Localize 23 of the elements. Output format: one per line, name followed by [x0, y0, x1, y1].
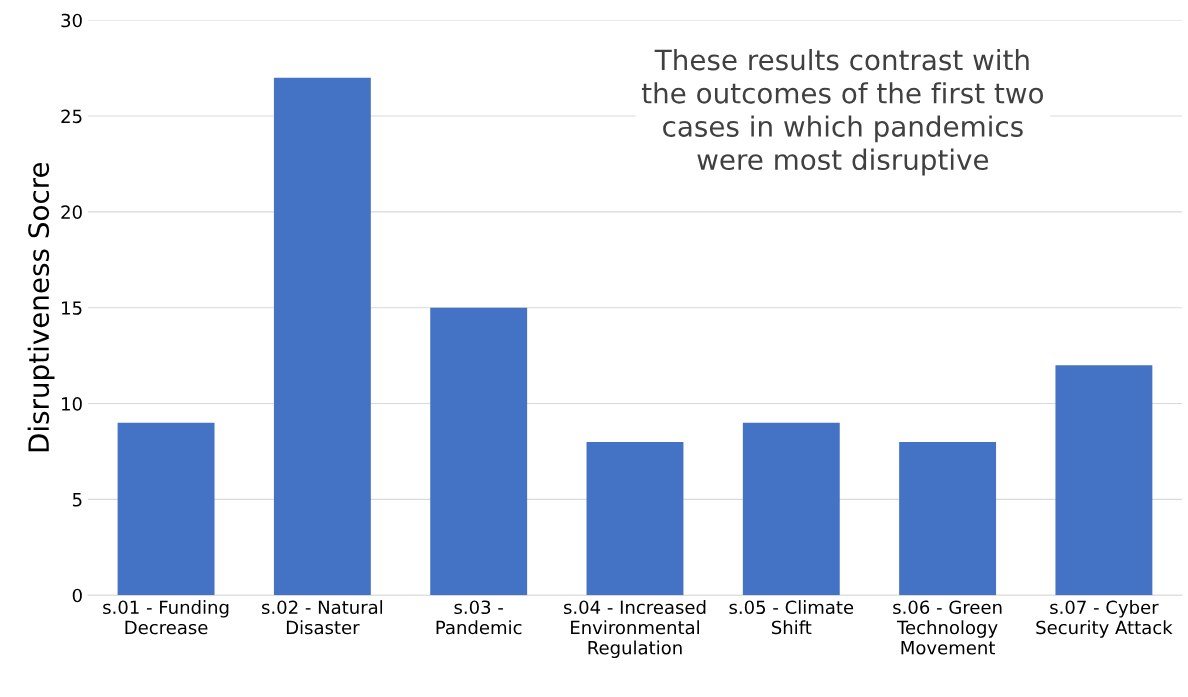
y-tick-label: 0	[72, 588, 82, 603]
bar	[273, 77, 371, 596]
x-tick-label: s.07 - Cyber Security Attack	[1036, 600, 1173, 638]
bar	[430, 307, 528, 596]
y-tick-label: 10	[62, 397, 82, 411]
x-tick-label: s.01 - Funding Decrease	[103, 600, 229, 635]
y-axis-title: Disruptiveness Socre	[27, 162, 55, 452]
bar	[742, 422, 840, 596]
x-tick-label: s.03 - Pandemic	[436, 600, 522, 635]
y-tick-label: 20	[61, 205, 82, 219]
y-tick-label: 30	[61, 13, 82, 28]
x-tick-label: s.04 - Increased Environmental Regulation	[563, 600, 706, 659]
bar	[1055, 365, 1153, 596]
annotation: These results contrast with the outcomes of the first two cases in which pandemics were most disruptive	[641, 48, 1044, 176]
bar	[117, 422, 215, 596]
x-tick-label: s.02 - Natural Disaster	[262, 600, 383, 635]
x-tick-label: s.05 - Climate Shift	[729, 600, 854, 635]
x-tick-label: s.06 - Green Technology Movement	[893, 600, 1002, 655]
y-tick-label: 25	[61, 109, 82, 124]
bar	[899, 441, 997, 596]
bar	[586, 441, 684, 596]
y-tick-label: 5	[72, 493, 82, 507]
y-tick-label: 15	[62, 301, 82, 315]
